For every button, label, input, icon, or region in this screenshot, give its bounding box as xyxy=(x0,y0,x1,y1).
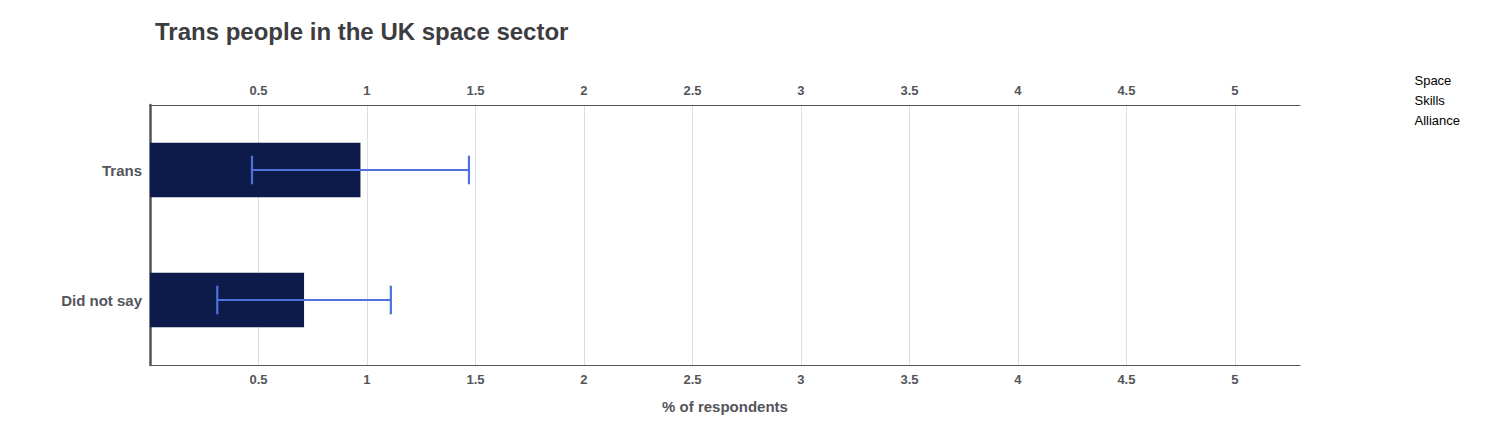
svg-text:5: 5 xyxy=(1231,372,1238,387)
svg-text:% of respondents: % of respondents xyxy=(662,398,788,415)
svg-text:4: 4 xyxy=(1014,83,1022,98)
svg-text:0.5: 0.5 xyxy=(249,83,267,98)
svg-text:3.5: 3.5 xyxy=(900,83,918,98)
svg-text:Trans: Trans xyxy=(102,162,142,179)
svg-text:Did not say: Did not say xyxy=(61,292,143,309)
svg-text:4.5: 4.5 xyxy=(1117,83,1135,98)
svg-text:2.5: 2.5 xyxy=(683,372,701,387)
svg-text:4.5: 4.5 xyxy=(1117,372,1135,387)
svg-text:0.5: 0.5 xyxy=(249,372,267,387)
svg-text:2: 2 xyxy=(580,372,587,387)
svg-text:1.5: 1.5 xyxy=(466,83,484,98)
svg-text:1.5: 1.5 xyxy=(466,372,484,387)
svg-text:2.5: 2.5 xyxy=(683,83,701,98)
svg-text:3: 3 xyxy=(797,372,804,387)
svg-text:Space: Space xyxy=(1414,73,1451,88)
svg-text:Skills: Skills xyxy=(1414,93,1445,108)
svg-text:3.5: 3.5 xyxy=(900,372,918,387)
svg-text:1: 1 xyxy=(363,83,370,98)
svg-text:4: 4 xyxy=(1014,372,1022,387)
svg-text:3: 3 xyxy=(797,83,804,98)
svg-text:2: 2 xyxy=(580,83,587,98)
svg-text:5: 5 xyxy=(1231,83,1238,98)
svg-text:Trans people in the UK space s: Trans people in the UK space sector xyxy=(155,18,568,45)
svg-text:Alliance: Alliance xyxy=(1414,113,1460,128)
svg-text:1: 1 xyxy=(363,372,370,387)
